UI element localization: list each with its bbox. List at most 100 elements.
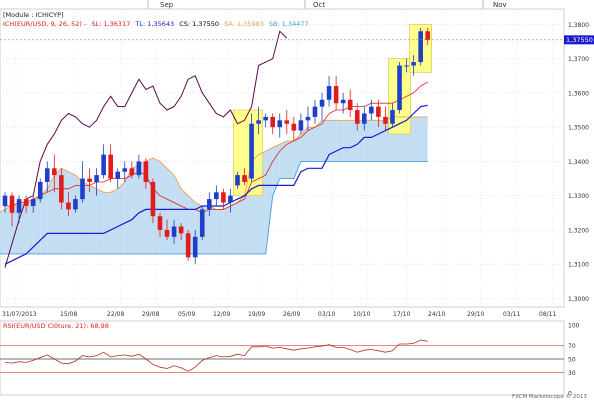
cloud-segment bbox=[89, 185, 97, 254]
rsi-line bbox=[4, 339, 428, 372]
candle-body bbox=[150, 181, 156, 217]
candle-body bbox=[185, 233, 191, 258]
price-panel-frame bbox=[0, 8, 565, 308]
candle-body bbox=[242, 175, 247, 182]
y-tick-label: 1,3600 bbox=[568, 90, 589, 97]
candle-body bbox=[115, 171, 121, 179]
candle-body bbox=[249, 123, 254, 179]
legend-sl: SL: 1,36317 bbox=[91, 20, 130, 28]
price-axis: 1,3000 1,3100 1,3200 1,3300 1,3400 1,3500 1,36… bbox=[568, 22, 589, 303]
cloud-segment bbox=[286, 140, 294, 179]
candle-body bbox=[305, 116, 311, 121]
candle-body bbox=[411, 62, 416, 66]
candle-body bbox=[397, 65, 402, 111]
candle-body bbox=[326, 86, 332, 100]
candle-body bbox=[263, 116, 268, 121]
candle-body bbox=[347, 99, 353, 111]
senkou-span-b-line bbox=[0, 160, 428, 255]
candle-body bbox=[143, 161, 149, 182]
candle-body bbox=[390, 110, 395, 124]
month-label-nov: Nov bbox=[493, 1, 507, 9]
cloud-segment bbox=[279, 140, 287, 179]
x-tick-label: 05/09 bbox=[178, 311, 195, 318]
candle-body bbox=[291, 123, 297, 131]
candle-body bbox=[2, 195, 8, 206]
candle-body bbox=[214, 192, 219, 200]
cloud-segment bbox=[413, 116, 421, 162]
candle-body bbox=[59, 175, 64, 203]
rsi-grid bbox=[0, 345, 564, 373]
candle-body bbox=[94, 175, 99, 182]
candle-body bbox=[361, 113, 367, 124]
cloud-segment bbox=[314, 120, 323, 162]
cloud-segment bbox=[420, 116, 428, 162]
candle-body bbox=[221, 192, 226, 203]
rsi-panel-frame bbox=[0, 320, 565, 396]
module-label: [Module : ICHICYP] bbox=[3, 11, 64, 19]
cloud-segment bbox=[96, 188, 104, 254]
cloud-segment bbox=[329, 120, 337, 162]
x-tick-label: 17/10 bbox=[393, 311, 410, 318]
cloud-segment bbox=[216, 209, 224, 254]
candle-body bbox=[312, 106, 318, 117]
cloud-segment bbox=[230, 202, 238, 254]
y-tick-label: 1,3700 bbox=[568, 56, 589, 63]
candle-body bbox=[9, 195, 15, 213]
legend-sb: SB: 1,34477 bbox=[269, 20, 309, 28]
cloud-segment bbox=[124, 168, 132, 254]
candle-body bbox=[284, 120, 290, 124]
cloud-segment bbox=[223, 205, 231, 254]
x-tick-label: 10/10 bbox=[353, 311, 370, 318]
senkou-span-a-line bbox=[0, 116, 428, 213]
candle-body bbox=[298, 120, 304, 131]
y-tick-label: 1,3200 bbox=[568, 227, 589, 234]
x-tick-label: 08/11 bbox=[539, 311, 556, 318]
legend-prefix: ICH(EUR/USD, 9, 26, 52) - bbox=[3, 20, 87, 28]
cloud-segment bbox=[5, 205, 13, 254]
candle-body bbox=[52, 168, 57, 176]
cloud-segment bbox=[68, 171, 76, 254]
rsi-tick-label: 0 bbox=[568, 391, 572, 398]
x-tick-label: 29/10 bbox=[467, 311, 484, 318]
rsi-polyline bbox=[4, 339, 428, 372]
cloud-segment bbox=[117, 181, 125, 254]
cloud-segment bbox=[265, 147, 273, 254]
cloud-segment bbox=[322, 120, 330, 162]
y-tick-label: 1,3800 bbox=[568, 22, 589, 29]
candle-body bbox=[425, 31, 430, 40]
rsi-tick-label: 50 bbox=[568, 357, 576, 364]
candle-body bbox=[178, 226, 184, 234]
candle-body bbox=[235, 175, 240, 186]
candle-body bbox=[80, 178, 85, 200]
legend-tl: TL: 1,35643 bbox=[134, 20, 174, 28]
cloud-segment bbox=[237, 195, 245, 254]
candle-body bbox=[340, 99, 346, 104]
y-tick-label: 1,3400 bbox=[568, 159, 589, 166]
candle-body bbox=[369, 106, 374, 114]
cloud-segment bbox=[26, 202, 34, 254]
candle-body bbox=[319, 99, 325, 107]
candle-body bbox=[277, 120, 283, 128]
rsi-axis: 100 70 50 30 0 bbox=[568, 323, 580, 398]
x-tick-label: 29/08 bbox=[142, 311, 159, 318]
cloud-segment bbox=[209, 205, 217, 254]
candle-body bbox=[101, 154, 106, 176]
candle-body bbox=[354, 110, 360, 124]
rsi-tick-label: 100 bbox=[568, 323, 580, 330]
x-tick-label: 24/10 bbox=[428, 311, 445, 318]
month-label-sep: Sep bbox=[160, 1, 174, 9]
cloud-segment bbox=[110, 188, 118, 254]
x-tick-label: 03/10 bbox=[318, 311, 335, 318]
rsi-header: RSI(EUR/USD Clôture, 21): 68,98 bbox=[3, 322, 109, 330]
y-tick-label: 1,3000 bbox=[568, 296, 589, 303]
chikou-span-line bbox=[4, 30, 288, 268]
candle-body bbox=[108, 154, 113, 179]
cloud-segment bbox=[350, 120, 358, 162]
candle-body bbox=[270, 116, 276, 128]
candle-body bbox=[164, 229, 170, 237]
candle-body bbox=[23, 199, 29, 206]
cloud-segment bbox=[159, 161, 168, 254]
x-tick-label: 26/09 bbox=[283, 311, 300, 318]
candle-body bbox=[333, 86, 339, 104]
